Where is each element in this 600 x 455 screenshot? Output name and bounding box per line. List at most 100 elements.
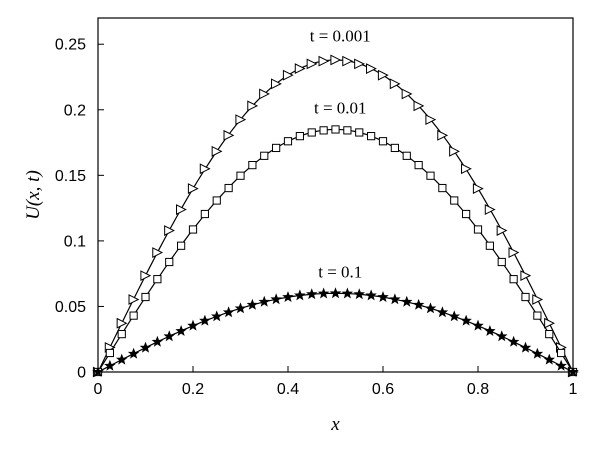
data-point — [139, 341, 152, 353]
data-point — [555, 359, 567, 371]
data-point — [545, 330, 554, 339]
series-group: t = 0.001 t = 0.01 t = 0.1 — [92, 27, 579, 378]
data-point — [211, 145, 223, 157]
data-point — [329, 287, 342, 299]
data-point — [165, 257, 174, 267]
data-point — [116, 317, 128, 329]
data-point — [200, 209, 209, 219]
y-axis-title: U(x, t) — [23, 170, 44, 220]
data-point — [317, 287, 330, 299]
data-point — [271, 78, 282, 90]
data-point — [401, 88, 413, 100]
data-point — [153, 275, 162, 284]
data-point — [532, 294, 544, 305]
data-point — [353, 288, 366, 300]
data-point — [283, 137, 293, 146]
data-point — [282, 69, 294, 81]
data-point — [163, 330, 176, 342]
data-point — [389, 293, 401, 305]
x-axis-title: x — [330, 414, 340, 435]
x-tick-label: 0.6 — [372, 381, 394, 398]
series-label: t = 0.001 — [310, 27, 371, 46]
data-point — [318, 55, 330, 67]
data-point — [260, 151, 269, 160]
data-point — [533, 311, 542, 320]
data-point — [330, 54, 342, 66]
data-point — [272, 143, 281, 153]
data-point — [484, 325, 496, 336]
plot-frame — [97, 17, 574, 373]
data-point — [331, 125, 340, 134]
data-point — [424, 302, 437, 314]
data-point — [390, 143, 399, 153]
x-tick-label: 0.8 — [467, 381, 489, 398]
data-point — [436, 306, 449, 318]
y-tick-label: 0.2 — [64, 102, 86, 119]
plot-area — [97, 17, 574, 373]
data-point — [531, 347, 544, 359]
data-point — [519, 341, 532, 353]
data-point — [248, 161, 257, 170]
data-point — [473, 225, 483, 234]
data-point — [164, 225, 175, 236]
data-point — [236, 171, 245, 180]
data-point — [343, 126, 352, 135]
data-point — [485, 241, 494, 250]
data-point — [306, 58, 318, 70]
data-point — [152, 247, 164, 258]
data-point — [365, 289, 377, 301]
data-point — [521, 292, 530, 302]
data-point — [425, 114, 437, 126]
data-point — [104, 359, 116, 371]
data-point — [342, 55, 354, 67]
data-point — [497, 257, 506, 267]
y-tick-label: 0.1 — [64, 233, 86, 250]
data-point — [294, 63, 306, 75]
data-point — [414, 161, 423, 170]
data-point — [450, 196, 459, 205]
y-tick-label: 0.15 — [55, 168, 86, 185]
data-point — [140, 270, 152, 282]
data-point — [472, 319, 484, 331]
y-tick-label: 0.25 — [55, 37, 86, 54]
data-point — [377, 69, 389, 81]
data-point — [389, 78, 401, 90]
data-point — [544, 317, 555, 329]
data-point — [307, 128, 316, 137]
data-point — [378, 137, 388, 146]
x-tick-label: 1 — [569, 381, 578, 398]
data-point — [366, 63, 377, 75]
data-point — [188, 225, 198, 234]
data-point — [508, 247, 520, 258]
data-point — [187, 319, 199, 331]
data-point — [128, 294, 140, 305]
data-point — [412, 298, 425, 310]
data-point — [305, 288, 318, 300]
data-point — [115, 353, 128, 365]
data-point — [224, 183, 233, 193]
x-tick-label: 0.2 — [182, 381, 204, 398]
data-point — [199, 163, 211, 175]
data-point — [354, 58, 365, 70]
data-point — [484, 204, 496, 215]
data-point — [520, 270, 532, 282]
axes-group: 0 0.2 0.4 0.6 0.8 1 0 0.05 0.1 0.15 0.2 0.25 x U(x, t… — [23, 37, 578, 435]
data-point — [400, 295, 413, 307]
data-point — [175, 325, 187, 336]
data-point — [402, 151, 411, 160]
data-point — [355, 128, 364, 137]
data-point — [437, 129, 449, 141]
series-star: t = 0.1 — [92, 263, 579, 377]
data-point — [199, 314, 211, 326]
data-point — [472, 183, 484, 194]
series-triangle-right: t = 0.001 — [92, 27, 579, 378]
series-label: t = 0.01 — [314, 99, 367, 118]
data-point — [462, 209, 471, 219]
data-point — [258, 295, 271, 307]
data-point — [509, 275, 518, 284]
data-point — [210, 310, 223, 322]
data-point — [367, 132, 376, 141]
data-point — [413, 100, 425, 112]
